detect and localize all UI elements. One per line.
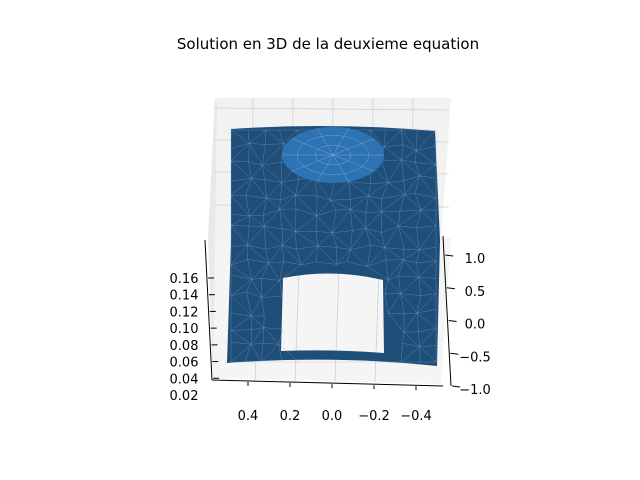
y-axis-ticks: 1.0 0.5 0.0 −0.5 −1.0 (445, 252, 491, 398)
x-axis-ticks: 0.4 0.2 0.0 −0.2 −0.4 (238, 382, 432, 424)
y-tick-label-4: −1.0 (459, 383, 491, 398)
x-tick-label-3: −0.2 (358, 409, 390, 424)
y-tick-mark-1 (447, 288, 455, 289)
chart-title: Solution en 3D de la deuxieme equation (177, 35, 479, 53)
z-tick-label-6: 0.04 (170, 372, 199, 387)
y-tick-mark-3 (450, 353, 458, 354)
x-tick-label-1: 0.2 (280, 409, 301, 424)
y-tick-label-1: 0.5 (465, 285, 486, 300)
z-tick-label-7: 0.02 (170, 389, 199, 404)
y-tick-label-3: −0.5 (459, 350, 491, 365)
x-tick-label-4: −0.4 (400, 409, 432, 424)
z-tick-label-4: 0.08 (170, 339, 199, 354)
z-tick-label-5: 0.06 (170, 356, 199, 371)
x-tick-label-0: 0.4 (238, 409, 259, 424)
z-tick-label-1: 0.14 (170, 289, 199, 304)
z-tick-label-3: 0.10 (170, 322, 199, 337)
z-tick-label-0: 0.16 (170, 272, 199, 287)
z-tick-label-2: 0.12 (170, 305, 199, 320)
y-tick-mark-2 (449, 321, 457, 322)
y-tick-label-2: 0.0 (465, 318, 486, 333)
y-tick-label-0: 1.0 (465, 252, 486, 267)
x-tick-label-2: 0.0 (322, 409, 343, 424)
